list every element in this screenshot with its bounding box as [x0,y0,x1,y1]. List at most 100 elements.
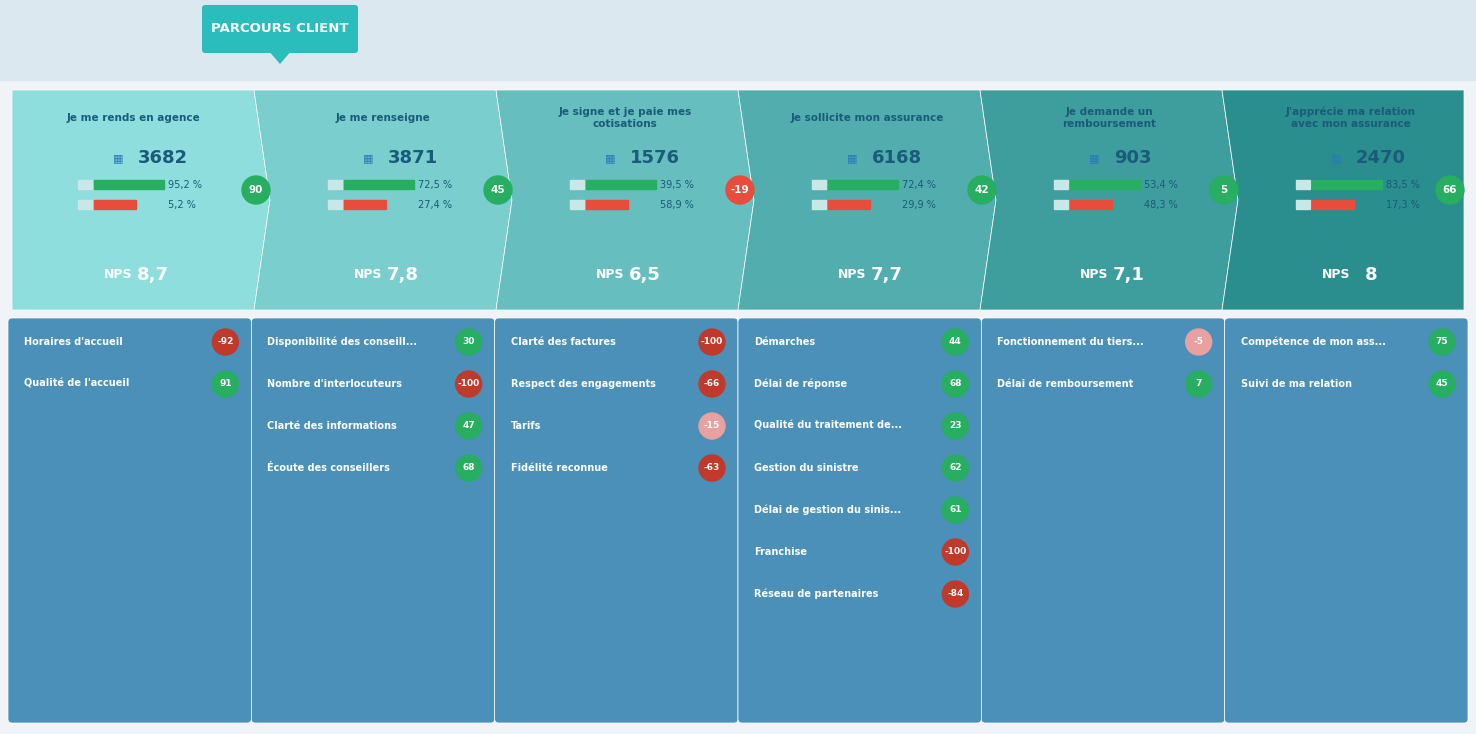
Bar [1296,200,1311,209]
Bar [828,180,897,189]
Text: NPS: NPS [838,269,866,282]
Text: 30: 30 [462,338,475,346]
Circle shape [1429,329,1455,355]
Circle shape [942,371,968,397]
Text: Délai de réponse: Délai de réponse [754,379,847,389]
Text: -5: -5 [1194,338,1203,346]
Text: 72,4 %: 72,4 % [902,180,936,190]
Text: Nombre d'interlocuteurs: Nombre d'interlocuteurs [267,379,403,389]
Text: 44: 44 [949,338,962,346]
Text: Délai de gestion du sinis...: Délai de gestion du sinis... [754,505,902,515]
Text: PARCOURS CLIENT: PARCOURS CLIENT [211,23,348,35]
Circle shape [213,371,238,397]
Circle shape [942,497,968,523]
Text: 68: 68 [949,379,961,388]
Text: ▦: ▦ [112,153,124,163]
Text: 95,2 %: 95,2 % [168,180,202,190]
Bar [344,180,413,189]
Circle shape [242,176,270,204]
Text: -19: -19 [731,185,750,195]
Text: ▦: ▦ [847,153,858,163]
Text: Fidélité reconnue: Fidélité reconnue [511,463,608,473]
Circle shape [942,455,968,481]
Circle shape [1429,371,1455,397]
Text: 7,8: 7,8 [387,266,419,284]
Text: 62: 62 [949,463,961,473]
Text: 45: 45 [1436,379,1448,388]
Text: ▦: ▦ [363,153,373,163]
Text: 29,9 %: 29,9 % [902,200,936,210]
Circle shape [942,581,968,607]
Text: -100: -100 [458,379,480,388]
Text: Je me rends en agence: Je me rends en agence [66,113,199,123]
Text: Réseau de partenaires: Réseau de partenaires [754,589,878,599]
Polygon shape [12,90,270,310]
Text: 5: 5 [1221,185,1228,195]
Bar [328,200,342,209]
Text: NPS: NPS [1321,269,1351,282]
Text: 903: 903 [1114,149,1151,167]
Bar [1296,180,1311,189]
Text: 23: 23 [949,421,961,431]
Text: 68: 68 [462,463,475,473]
Text: 8: 8 [1365,266,1377,284]
Text: Je signe et je paie mes
cotisations: Je signe et je paie mes cotisations [558,107,692,128]
Bar [570,180,584,189]
Circle shape [700,455,725,481]
Text: 39,5 %: 39,5 % [660,180,694,190]
Bar [94,200,136,209]
Text: -100: -100 [945,548,967,556]
Text: 90: 90 [249,185,263,195]
Circle shape [700,413,725,439]
Bar [1312,180,1382,189]
Text: 61: 61 [949,506,961,515]
Text: Démarches: Démarches [754,337,815,347]
Circle shape [484,176,512,204]
Text: 75: 75 [1436,338,1448,346]
Text: ▦: ▦ [1089,153,1100,163]
Circle shape [942,539,968,565]
Circle shape [456,455,481,481]
Text: 53,4 %: 53,4 % [1144,180,1178,190]
Polygon shape [496,90,754,310]
Text: 7,7: 7,7 [871,266,903,284]
Text: Je sollicite mon assurance: Je sollicite mon assurance [790,113,943,123]
Polygon shape [269,50,292,64]
Circle shape [942,413,968,439]
Text: 17,3 %: 17,3 % [1386,200,1420,210]
FancyBboxPatch shape [251,318,494,723]
Bar [586,200,627,209]
Text: Horaires d'accueil: Horaires d'accueil [24,337,123,347]
Text: NPS: NPS [103,269,133,282]
Text: Qualité du traitement de...: Qualité du traitement de... [754,421,902,431]
Text: 2470: 2470 [1356,149,1407,167]
Circle shape [456,413,481,439]
FancyBboxPatch shape [738,318,982,723]
FancyBboxPatch shape [982,318,1225,723]
Polygon shape [1222,90,1464,310]
Text: 5,2 %: 5,2 % [168,200,196,210]
Text: 45: 45 [490,185,505,195]
Bar [1054,200,1069,209]
Text: ▦: ▦ [1331,153,1342,163]
Text: J'apprécie ma relation
avec mon assurance: J'apprécie ma relation avec mon assuranc… [1286,107,1415,129]
Text: Délai de remboursement: Délai de remboursement [998,379,1134,389]
Text: Fonctionnement du tiers...: Fonctionnement du tiers... [998,337,1144,347]
Bar [1070,180,1139,189]
Text: NPS: NPS [596,269,624,282]
Circle shape [700,371,725,397]
Text: 6,5: 6,5 [629,266,661,284]
Circle shape [1185,371,1212,397]
Bar [828,200,869,209]
Text: 7: 7 [1196,379,1201,388]
Text: 1576: 1576 [630,149,680,167]
Text: 72,5 %: 72,5 % [418,180,452,190]
Polygon shape [980,90,1238,310]
Text: 48,3 %: 48,3 % [1144,200,1178,210]
Text: 58,9 %: 58,9 % [660,200,694,210]
Text: Qualité de l'accueil: Qualité de l'accueil [24,379,130,389]
Text: ▦: ▦ [605,153,615,163]
Bar [94,180,164,189]
Text: Suivi de ma relation: Suivi de ma relation [1241,379,1352,389]
Bar [78,200,92,209]
